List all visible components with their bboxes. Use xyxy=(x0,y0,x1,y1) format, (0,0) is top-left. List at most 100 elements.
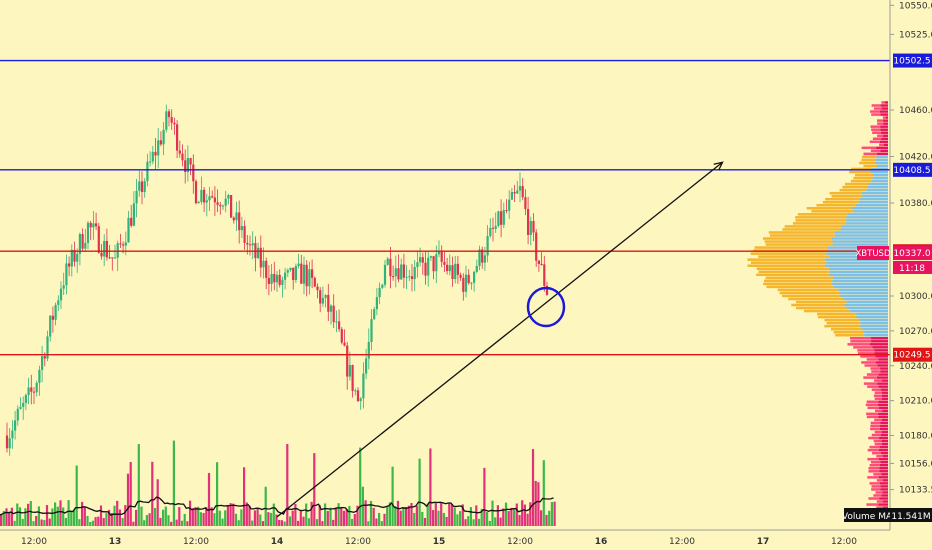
volume-profile-bar xyxy=(861,155,877,159)
volume-bar xyxy=(288,516,292,526)
volume-bar xyxy=(437,510,440,526)
volume-bar xyxy=(156,479,159,526)
time-axis[interactable]: 12:00 13 12:00 14 12:00 15 12:00 16 12:00 17 12:00 xyxy=(21,537,857,547)
volume-bar xyxy=(364,500,367,526)
candle-body xyxy=(51,315,54,320)
volume-profile-bar xyxy=(882,116,886,119)
volume-profile-bar xyxy=(881,137,888,141)
volume-profile-bar xyxy=(861,146,877,150)
candle-body xyxy=(240,226,243,231)
volume-profile-bar xyxy=(870,149,881,153)
volume-profile-bar xyxy=(881,430,888,434)
candle-body xyxy=(505,210,508,212)
volume-bar xyxy=(270,512,273,526)
volume-profile-bar xyxy=(880,370,888,373)
volume-profile-bar xyxy=(828,267,888,270)
volume-profile-bar xyxy=(763,237,832,240)
candle-body xyxy=(284,272,287,280)
candle-body xyxy=(43,356,46,359)
volume-profile-bar xyxy=(828,273,888,277)
candle-body xyxy=(116,243,119,258)
candle-body xyxy=(405,276,408,278)
volume-bar xyxy=(86,515,89,526)
volume-bar xyxy=(135,509,138,526)
volume-bar xyxy=(526,513,529,526)
volume-bar xyxy=(16,503,19,526)
volume-profile-bar xyxy=(843,297,888,301)
volume-bar xyxy=(464,519,467,526)
volume-profile-bar xyxy=(877,122,884,125)
time-tick-label: 13 xyxy=(109,537,122,547)
volume-bar xyxy=(405,506,408,526)
volume-profile-bar xyxy=(853,176,873,180)
volume-profile-bar xyxy=(882,409,888,413)
volume-profile-bar xyxy=(839,188,867,192)
volume-profile-bar xyxy=(864,333,888,337)
volume-profile-bar xyxy=(883,122,888,125)
candle-body xyxy=(111,257,114,259)
candle-body xyxy=(41,356,44,370)
candle-body xyxy=(524,197,527,209)
horizontal-levels[interactable] xyxy=(0,59,890,356)
volume-bar xyxy=(245,502,248,526)
volume-profile-bar xyxy=(866,400,879,404)
volume-bar xyxy=(367,521,370,526)
volume-profile-bar xyxy=(856,315,888,319)
chart-background xyxy=(0,0,890,530)
price-axis-badges: 10502.510408.510338.510249.5XBTUSD10337.… xyxy=(855,53,932,362)
volume-profile-bar xyxy=(867,385,879,388)
volume-profile-bar xyxy=(831,282,888,286)
candle-body xyxy=(540,264,543,266)
volume-bar xyxy=(434,503,437,526)
volume-profile-bar xyxy=(747,258,825,261)
volume-bar xyxy=(175,519,178,526)
volume-profile-bar xyxy=(857,349,875,352)
volume-profile-bar xyxy=(871,388,881,391)
candle-body xyxy=(292,267,295,281)
volume-profile-bar xyxy=(882,454,888,458)
volume-profile-bar xyxy=(866,358,879,361)
volume-profile-bar xyxy=(870,367,881,370)
highlight-circle[interactable] xyxy=(526,286,566,328)
volume-bar xyxy=(218,510,221,526)
volume-profile-bar xyxy=(876,158,888,162)
volume-bar xyxy=(261,521,265,526)
price-axis[interactable]: 10133.5 10156.0 10180.0 10210.0 10240.0 10270… xyxy=(890,1,932,496)
volume-bar xyxy=(178,507,181,526)
candle-body xyxy=(340,329,343,343)
time-tick-label: 12:00 xyxy=(831,537,857,547)
volume-profile-bar xyxy=(878,358,888,361)
volume-bar xyxy=(24,508,27,526)
volume-bar xyxy=(129,462,132,526)
candle-body xyxy=(8,438,11,449)
candle-body xyxy=(473,271,476,283)
candle-body xyxy=(475,265,478,272)
volume-profile-bar xyxy=(873,107,882,110)
candle-body xyxy=(383,264,387,285)
volume-profile-bar xyxy=(885,101,888,104)
volume-bar xyxy=(21,518,24,526)
price-tick-label: 10133.5 xyxy=(899,486,932,496)
volume-profile-bar xyxy=(840,294,888,298)
trendline[interactable] xyxy=(276,161,723,518)
volume-bar xyxy=(402,506,405,526)
volume-profile-bar xyxy=(832,276,888,280)
candle-body xyxy=(332,305,335,323)
volume-profile-bar xyxy=(880,460,888,464)
candle-body xyxy=(529,221,532,235)
candle-body xyxy=(73,249,76,262)
volume-ma-label: Volume MA 11.541M xyxy=(842,508,932,522)
price-tick-label: 10420.0 xyxy=(899,152,932,162)
volume-bar xyxy=(251,520,254,526)
volume-profile-bar xyxy=(871,179,888,183)
volume-bar xyxy=(278,519,281,526)
volume-bar xyxy=(159,517,162,526)
candle-body xyxy=(311,269,314,278)
volume-profile-bar xyxy=(824,258,888,261)
volume-bar xyxy=(375,518,378,526)
price-tick-label: 10240.0 xyxy=(899,362,932,372)
volume-profile-bar xyxy=(869,482,880,485)
level-badge-label: 10249.5 xyxy=(893,351,930,361)
volume-profile-bar xyxy=(841,225,888,228)
